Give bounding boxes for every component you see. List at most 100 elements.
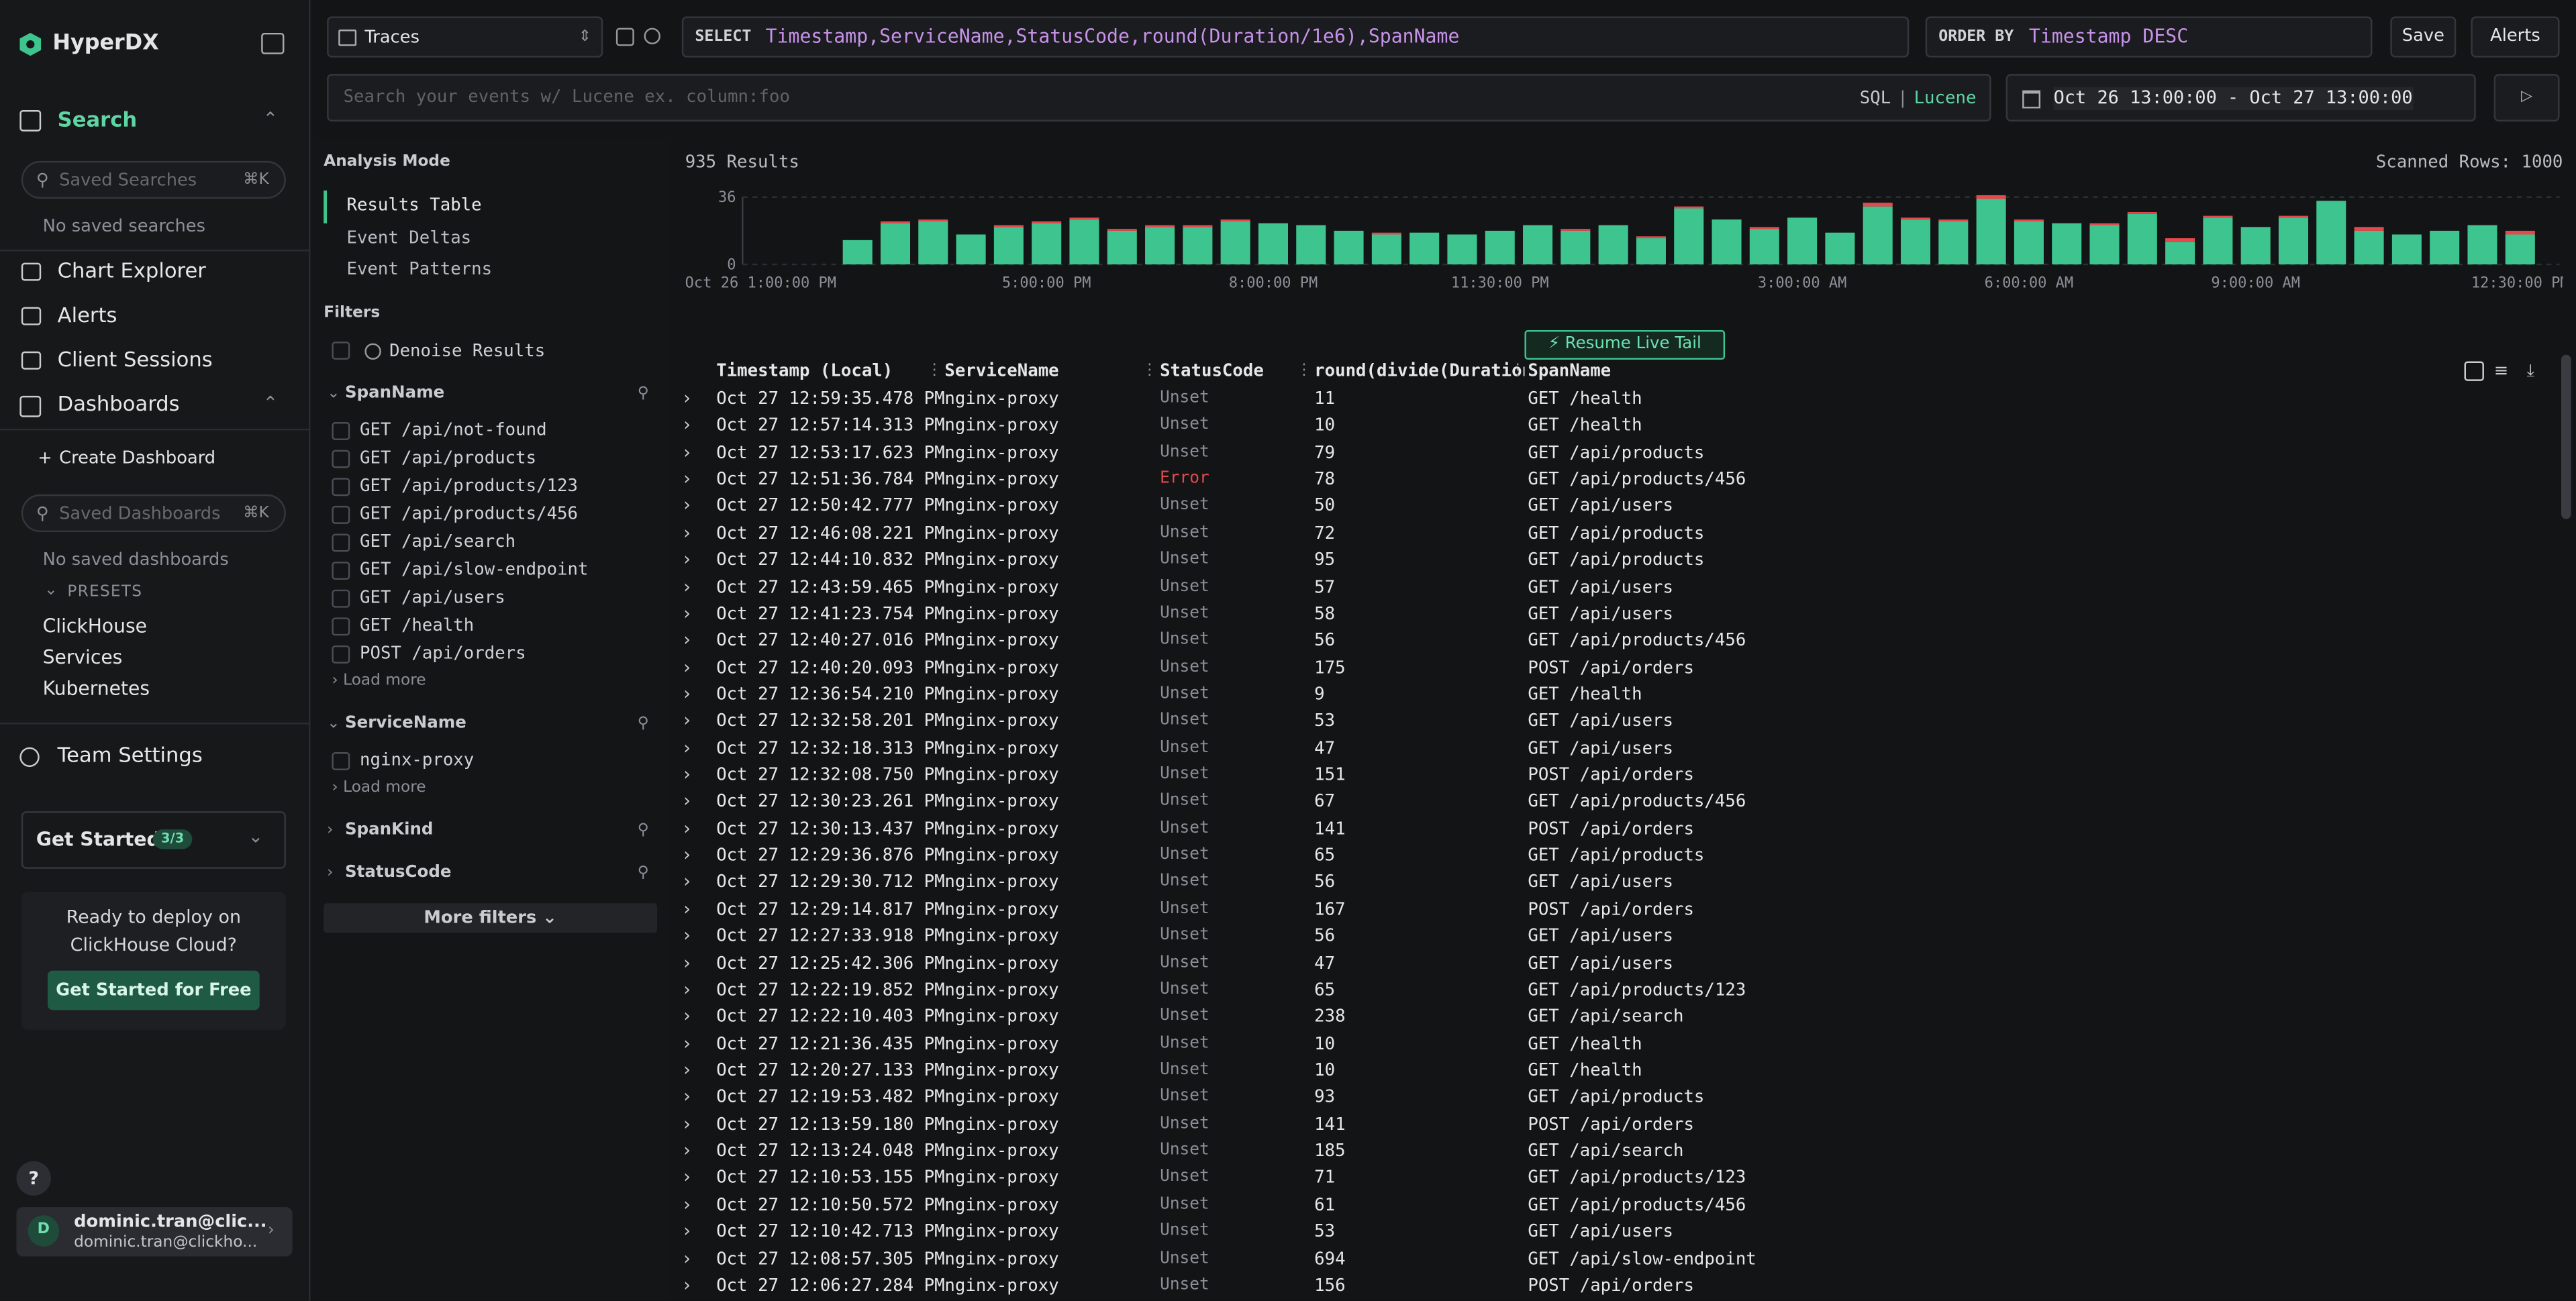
row-expand[interactable]: › [683, 1086, 691, 1109]
column-header[interactable]: SpanName [1528, 360, 1611, 382]
row-expand[interactable]: › [683, 817, 691, 840]
group-name[interactable]: ServiceName [345, 713, 466, 735]
checkbox[interactable] [332, 342, 350, 360]
row-expand[interactable]: › [683, 1113, 691, 1136]
nav-item[interactable]: Chart Explorer [58, 260, 206, 282]
x-tick-label: 11:30:00 PM [1451, 274, 1549, 291]
sql-icon[interactable] [616, 28, 634, 46]
row-expand[interactable]: › [683, 764, 691, 786]
row-expand[interactable]: › [683, 576, 691, 599]
scrollbar[interactable] [2561, 355, 2571, 519]
checkbox[interactable] [332, 478, 350, 496]
row-expand[interactable]: › [683, 1274, 691, 1297]
table-cell: Unset [1160, 415, 1209, 437]
preset-item[interactable]: Kubernetes [43, 676, 150, 699]
row-expand[interactable]: › [683, 737, 691, 760]
table-cell: Unset [1160, 1194, 1209, 1216]
row-expand[interactable]: › [683, 844, 691, 867]
pin-icon: ⚲ [638, 862, 649, 885]
load-more[interactable]: › Load more [332, 777, 426, 800]
checkbox[interactable] [332, 645, 350, 664]
row-expand[interactable]: › [683, 468, 691, 491]
row-expand[interactable]: › [683, 1033, 691, 1055]
row-expand[interactable]: › [683, 1140, 691, 1163]
run-button[interactable]: ▷ [2494, 74, 2560, 121]
analysis-mode[interactable]: Event Deltas [346, 226, 471, 249]
collapse-button[interactable] [261, 33, 284, 54]
bar [1977, 195, 2006, 199]
nav-icon [21, 263, 41, 281]
preset-item[interactable]: ClickHouse [43, 614, 147, 637]
checkbox[interactable] [332, 450, 350, 468]
checkbox[interactable] [332, 562, 350, 580]
load-more[interactable]: › Load more [332, 670, 426, 693]
row-expand[interactable]: › [683, 388, 691, 411]
checkbox[interactable] [332, 506, 350, 524]
row-expand[interactable]: › [683, 629, 691, 652]
row-expand[interactable]: › [683, 549, 691, 572]
help-button[interactable]: ? [16, 1161, 50, 1196]
presets-label[interactable]: PRESETS [67, 581, 142, 604]
row-expand[interactable]: › [683, 1167, 691, 1190]
row-expand[interactable]: › [683, 1247, 691, 1270]
live-tail-button[interactable]: ⚡ Resume Live Tail [1524, 330, 1725, 360]
analysis-mode[interactable]: Event Patterns [346, 258, 492, 280]
alerts-button[interactable]: Alerts [2471, 16, 2559, 57]
table-cell: Oct 27 12:59:35.478 PM [716, 388, 944, 411]
row-expand[interactable]: › [683, 495, 691, 518]
more-filters-button[interactable]: More filters ⌄ [324, 903, 657, 933]
sql-toggle[interactable]: SQL [1860, 87, 1891, 110]
settings-icon[interactable] [644, 28, 660, 44]
table-cell: GET /api/users [1528, 925, 1673, 948]
checkbox[interactable] [332, 752, 350, 770]
team-settings[interactable]: Team Settings [58, 744, 203, 767]
checkbox[interactable] [332, 590, 350, 608]
dashboards-nav[interactable]: Dashboards [58, 393, 180, 415]
column-header[interactable]: Timestamp (Local) [716, 360, 893, 382]
bar [1296, 225, 1326, 265]
table-cell: 9 [1314, 683, 1324, 706]
row-expand[interactable]: › [683, 979, 691, 1002]
checkbox[interactable] [332, 422, 350, 440]
row-expand[interactable]: › [683, 656, 691, 679]
row-expand[interactable]: › [683, 415, 691, 437]
checkbox[interactable] [332, 617, 350, 635]
save-button[interactable]: Save [2390, 16, 2456, 57]
row-expand[interactable]: › [683, 1059, 691, 1082]
row-expand[interactable]: › [683, 710, 691, 733]
bar [1032, 223, 1061, 264]
row-expand[interactable]: › [683, 603, 691, 625]
create-dashboard[interactable]: Create Dashboard [59, 447, 215, 470]
wrap-icon[interactable]: ≡ [2494, 360, 2509, 382]
row-expand[interactable]: › [683, 1194, 691, 1216]
download-icon[interactable]: ⤓ [2527, 360, 2534, 382]
row-expand[interactable]: › [683, 683, 691, 706]
group-name[interactable]: StatusCode [345, 862, 451, 885]
row-expand[interactable]: › [683, 1220, 691, 1243]
column-header[interactable]: ServiceName [944, 360, 1058, 382]
group-name[interactable]: SpanKind [345, 819, 433, 842]
sql-icon[interactable] [2465, 361, 2484, 380]
row-expand[interactable]: › [683, 790, 691, 813]
row-expand[interactable]: › [683, 898, 691, 921]
row-expand[interactable]: › [683, 522, 691, 545]
lucene-toggle[interactable]: Lucene [1914, 87, 1977, 110]
column-header[interactable]: round(divide(Duration, [1314, 360, 1524, 382]
row-expand[interactable]: › [683, 1006, 691, 1029]
group-name[interactable]: SpanName [345, 382, 444, 405]
row-expand[interactable]: › [683, 952, 691, 975]
analysis-mode[interactable]: Results Table [346, 194, 481, 217]
nav-item[interactable]: Alerts [58, 304, 117, 327]
search-nav[interactable]: Search [58, 109, 137, 132]
row-expand[interactable]: › [683, 871, 691, 894]
column-header[interactable]: StatusCode [1160, 360, 1264, 382]
deploy-button[interactable]: Get Started for Free [48, 971, 260, 1010]
row-expand[interactable]: › [683, 441, 691, 464]
table-cell: nginx-proxy [944, 603, 1058, 625]
preset-item[interactable]: Services [43, 645, 123, 668]
row-expand[interactable]: › [683, 925, 691, 948]
checkbox[interactable] [332, 534, 350, 552]
nav-item[interactable]: Client Sessions [58, 348, 213, 371]
table-cell: nginx-proxy [944, 898, 1058, 921]
